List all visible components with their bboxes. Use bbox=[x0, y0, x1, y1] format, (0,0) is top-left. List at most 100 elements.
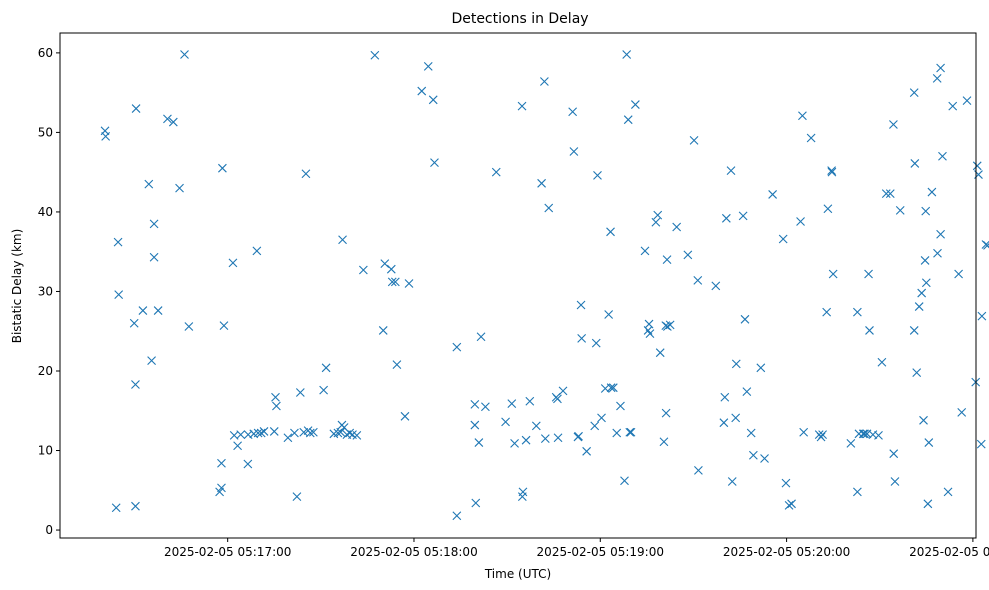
data-point-marker bbox=[672, 222, 682, 232]
data-point-marker bbox=[131, 380, 140, 389]
data-point-marker bbox=[568, 107, 578, 117]
data-point-marker bbox=[923, 499, 933, 509]
data-point-marker bbox=[501, 417, 510, 427]
data-point-marker bbox=[689, 135, 699, 145]
data-point-marker bbox=[608, 383, 618, 393]
data-point-marker bbox=[877, 357, 887, 367]
data-point-marker bbox=[933, 248, 942, 258]
data-point-marker bbox=[936, 63, 945, 73]
data-point-marker bbox=[338, 235, 347, 245]
data-point-marker bbox=[470, 420, 480, 430]
data-point-marker bbox=[920, 256, 930, 265]
data-point-marker bbox=[921, 206, 931, 216]
data-point-marker bbox=[259, 427, 269, 436]
data-point-marker bbox=[865, 326, 874, 335]
x-tick-label: 2025-02-05 05:21:00 bbox=[909, 545, 989, 559]
data-point-marker bbox=[168, 117, 178, 127]
data-point-marker bbox=[544, 203, 554, 213]
data-point-marker bbox=[781, 478, 791, 488]
data-point-marker bbox=[474, 438, 484, 447]
data-point-marker bbox=[983, 240, 989, 250]
data-point-marker bbox=[653, 210, 663, 220]
data-point-marker bbox=[558, 386, 568, 396]
data-point-marker bbox=[742, 387, 752, 397]
data-point-marker bbox=[659, 437, 669, 447]
data-point-marker bbox=[919, 415, 928, 425]
data-point-marker bbox=[644, 319, 654, 329]
data-point-marker bbox=[938, 151, 947, 161]
data-point-marker bbox=[661, 408, 671, 418]
data-point-marker bbox=[131, 501, 140, 511]
data-point-marker bbox=[525, 396, 535, 406]
y-tick-label: 10 bbox=[38, 444, 53, 458]
data-point-marker bbox=[101, 131, 111, 141]
data-point-marker bbox=[895, 205, 905, 215]
data-point-marker bbox=[228, 258, 238, 268]
data-point-marker bbox=[977, 311, 987, 321]
data-point-marker bbox=[858, 429, 868, 439]
data-point-marker bbox=[233, 441, 242, 451]
y-tick-label: 30 bbox=[38, 284, 53, 298]
data-point-marker bbox=[711, 281, 721, 291]
data-point-marker bbox=[577, 333, 587, 343]
data-point-marker bbox=[622, 50, 632, 59]
data-point-marker bbox=[144, 179, 154, 189]
data-point-marker bbox=[889, 120, 898, 129]
x-axis-label: Time (UTC) bbox=[484, 567, 551, 581]
data-point-marker bbox=[720, 392, 730, 402]
data-point-marker bbox=[662, 322, 672, 331]
data-point-marker bbox=[852, 487, 862, 497]
data-point-marker bbox=[828, 269, 838, 279]
data-point-marker bbox=[386, 264, 396, 274]
data-point-marker bbox=[149, 252, 159, 262]
data-point-marker bbox=[954, 269, 964, 279]
data-point-marker bbox=[590, 421, 600, 431]
data-point-marker bbox=[910, 159, 920, 168]
data-point-marker bbox=[823, 204, 833, 214]
data-point-marker bbox=[491, 167, 501, 177]
data-point-marker bbox=[283, 433, 293, 443]
data-point-marker bbox=[476, 332, 486, 342]
chart-title: Detections in Delay bbox=[451, 11, 588, 27]
y-tick-label: 0 bbox=[45, 523, 53, 537]
data-point-marker bbox=[591, 338, 601, 348]
data-point-marker bbox=[827, 166, 837, 175]
data-point-marker bbox=[731, 359, 741, 369]
data-point-marker bbox=[138, 306, 148, 315]
data-point-marker bbox=[864, 269, 873, 279]
data-point-marker bbox=[784, 501, 794, 510]
data-point-marker bbox=[760, 454, 769, 463]
data-point-marker bbox=[693, 275, 703, 285]
data-point-marker bbox=[881, 189, 891, 199]
data-point-marker bbox=[292, 492, 302, 502]
data-point-marker bbox=[404, 279, 414, 288]
data-point-marker bbox=[358, 265, 368, 275]
data-point-marker bbox=[305, 428, 315, 438]
data-point-marker bbox=[345, 428, 355, 438]
data-point-marker bbox=[756, 363, 766, 373]
y-axis: 0 10 20 30 40 50 60 bbox=[38, 46, 60, 537]
data-point-marker bbox=[914, 302, 924, 311]
data-point-marker bbox=[537, 178, 546, 188]
data-point-marker bbox=[943, 487, 953, 497]
data-point-marker bbox=[295, 388, 305, 397]
data-point-marker bbox=[816, 432, 826, 442]
data-point-marker bbox=[428, 95, 438, 105]
data-point-marker bbox=[818, 430, 827, 440]
data-point-marker bbox=[271, 392, 280, 402]
data-point-marker bbox=[860, 429, 869, 439]
data-point-marker bbox=[927, 187, 937, 197]
data-point-marker bbox=[576, 300, 586, 310]
data-point-marker bbox=[655, 348, 665, 358]
x-tick-label: 2025-02-05 05:17:00 bbox=[164, 545, 291, 559]
data-point-marker bbox=[507, 399, 517, 408]
y-tick-label: 20 bbox=[38, 364, 53, 378]
data-point-marker bbox=[290, 428, 299, 438]
data-point-marker bbox=[924, 438, 934, 447]
data-point-marker bbox=[423, 62, 433, 71]
data-point-marker bbox=[582, 446, 592, 456]
data-point-marker bbox=[593, 170, 602, 180]
data-point-marker bbox=[131, 104, 141, 113]
data-point-marker bbox=[625, 427, 635, 437]
data-point-marker bbox=[180, 50, 189, 59]
